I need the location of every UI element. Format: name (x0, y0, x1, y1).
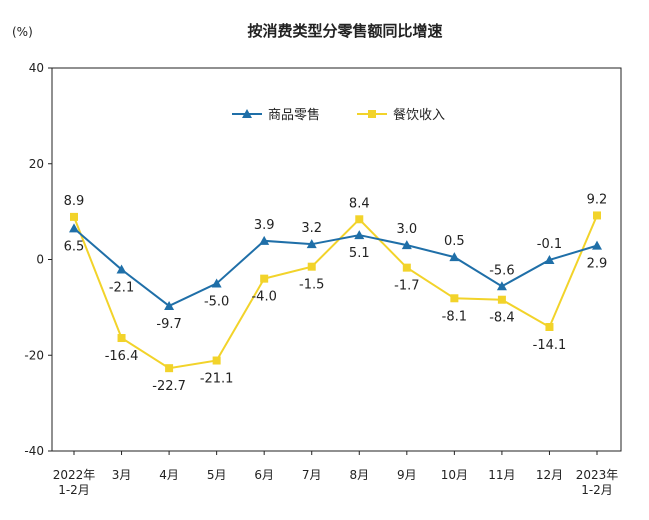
x-tick-label: 10月 (441, 468, 468, 482)
x-tick-label: 4月 (159, 468, 179, 482)
x-tick-label: 2022年 1-2月 (53, 468, 96, 497)
x-tick-label: 12月 (536, 468, 563, 482)
series-group (69, 211, 602, 373)
legend: 商品零售 餐饮收入 (232, 107, 445, 123)
data-point-goods (544, 254, 555, 264)
data-point-catering (165, 364, 174, 373)
series-line-catering (73, 215, 598, 370)
legend-marker (242, 109, 252, 118)
x-tick-label: 6月 (254, 468, 274, 482)
plot-frame (51, 67, 622, 452)
data-point-goods (401, 240, 412, 250)
legend-marker (368, 110, 376, 118)
data-label-goods: 3.9 (254, 218, 275, 233)
y-tick-label: -40 (24, 444, 44, 458)
data-label-catering: -1.7 (394, 279, 419, 294)
y-tick-label: 0 (36, 253, 44, 267)
data-label-goods: 3.0 (396, 222, 417, 237)
data-point-goods (496, 281, 507, 291)
data-point-catering (117, 334, 126, 343)
data-label-goods: 3.2 (301, 221, 322, 236)
data-label-goods: -9.7 (156, 317, 181, 332)
data-point-catering (355, 215, 364, 224)
data-label-catering: -14.1 (533, 338, 567, 353)
data-point-goods (116, 264, 127, 274)
data-label-catering: 9.2 (587, 192, 608, 207)
data-point-goods (69, 223, 79, 233)
data-point-goods (449, 252, 460, 262)
data-label-catering: -1.5 (299, 278, 324, 293)
data-point-catering (497, 295, 506, 304)
data-label-goods: 0.5 (444, 234, 465, 249)
x-tick-label: 3月 (112, 468, 132, 482)
data-label-catering: -22.7 (152, 379, 186, 394)
chart-title: 按消费类型分零售额同比增速 (247, 22, 442, 40)
x-tick-label: 11月 (488, 468, 515, 482)
y-tick-label: 20 (29, 157, 44, 171)
data-label-goods: -5.6 (489, 263, 514, 278)
data-point-catering (545, 323, 554, 332)
data-point-catering (450, 294, 459, 303)
data-label-catering: 8.9 (64, 194, 85, 209)
data-label-goods: -2.1 (109, 281, 134, 296)
y-tick-label: -20 (24, 348, 44, 362)
data-point-goods (164, 300, 175, 310)
x-tick-label: 2023年 1-2月 (576, 468, 619, 497)
data-point-goods (211, 278, 222, 288)
data-label-catering: -21.1 (200, 372, 234, 387)
data-label-goods: 5.1 (349, 246, 370, 261)
data-point-goods (592, 240, 602, 250)
legend-label: 商品零售 (268, 107, 320, 123)
data-point-goods (259, 235, 270, 245)
data-labels: 6.5 -2.1 -9.7 -5.0 3.9 3.2 5.1 3.0 0.5 -5.6 -0.1 2.… (64, 192, 608, 394)
data-point-catering (212, 356, 221, 365)
data-point-catering (593, 211, 601, 220)
x-tick-label: 5月 (207, 468, 227, 482)
data-label-goods: -0.1 (537, 237, 562, 252)
data-point-goods (306, 239, 317, 249)
data-label-goods: 2.9 (587, 257, 608, 272)
data-label-catering: -8.4 (489, 311, 514, 326)
data-point-catering (260, 274, 269, 283)
data-label-goods: 6.5 (64, 239, 85, 254)
data-label-catering: -8.1 (442, 309, 467, 324)
data-label-catering: -4.0 (251, 290, 276, 305)
data-point-catering (402, 263, 411, 272)
y-axis: 40 20 0 -20 -40 (24, 61, 52, 458)
x-axis: 2022年 1-2月 3月 4月 5月 6月 7月 8月 9月 10月 11月 12月 2023年 1-2… (53, 451, 619, 497)
x-tick-label: 7月 (302, 468, 322, 482)
y-tick-label: 40 (29, 61, 44, 75)
y-axis-unit: (%) (12, 25, 33, 39)
data-label-catering: -16.4 (105, 349, 139, 364)
data-point-catering (307, 262, 316, 271)
series-line-goods (73, 227, 598, 308)
data-point-goods (354, 230, 365, 240)
data-label-catering: 8.4 (349, 196, 370, 211)
x-tick-label: 9月 (397, 468, 417, 482)
x-tick-label: 8月 (349, 468, 369, 482)
data-label-goods: -5.0 (204, 294, 229, 309)
data-point-catering (70, 212, 78, 221)
legend-label: 餐饮收入 (393, 107, 445, 123)
